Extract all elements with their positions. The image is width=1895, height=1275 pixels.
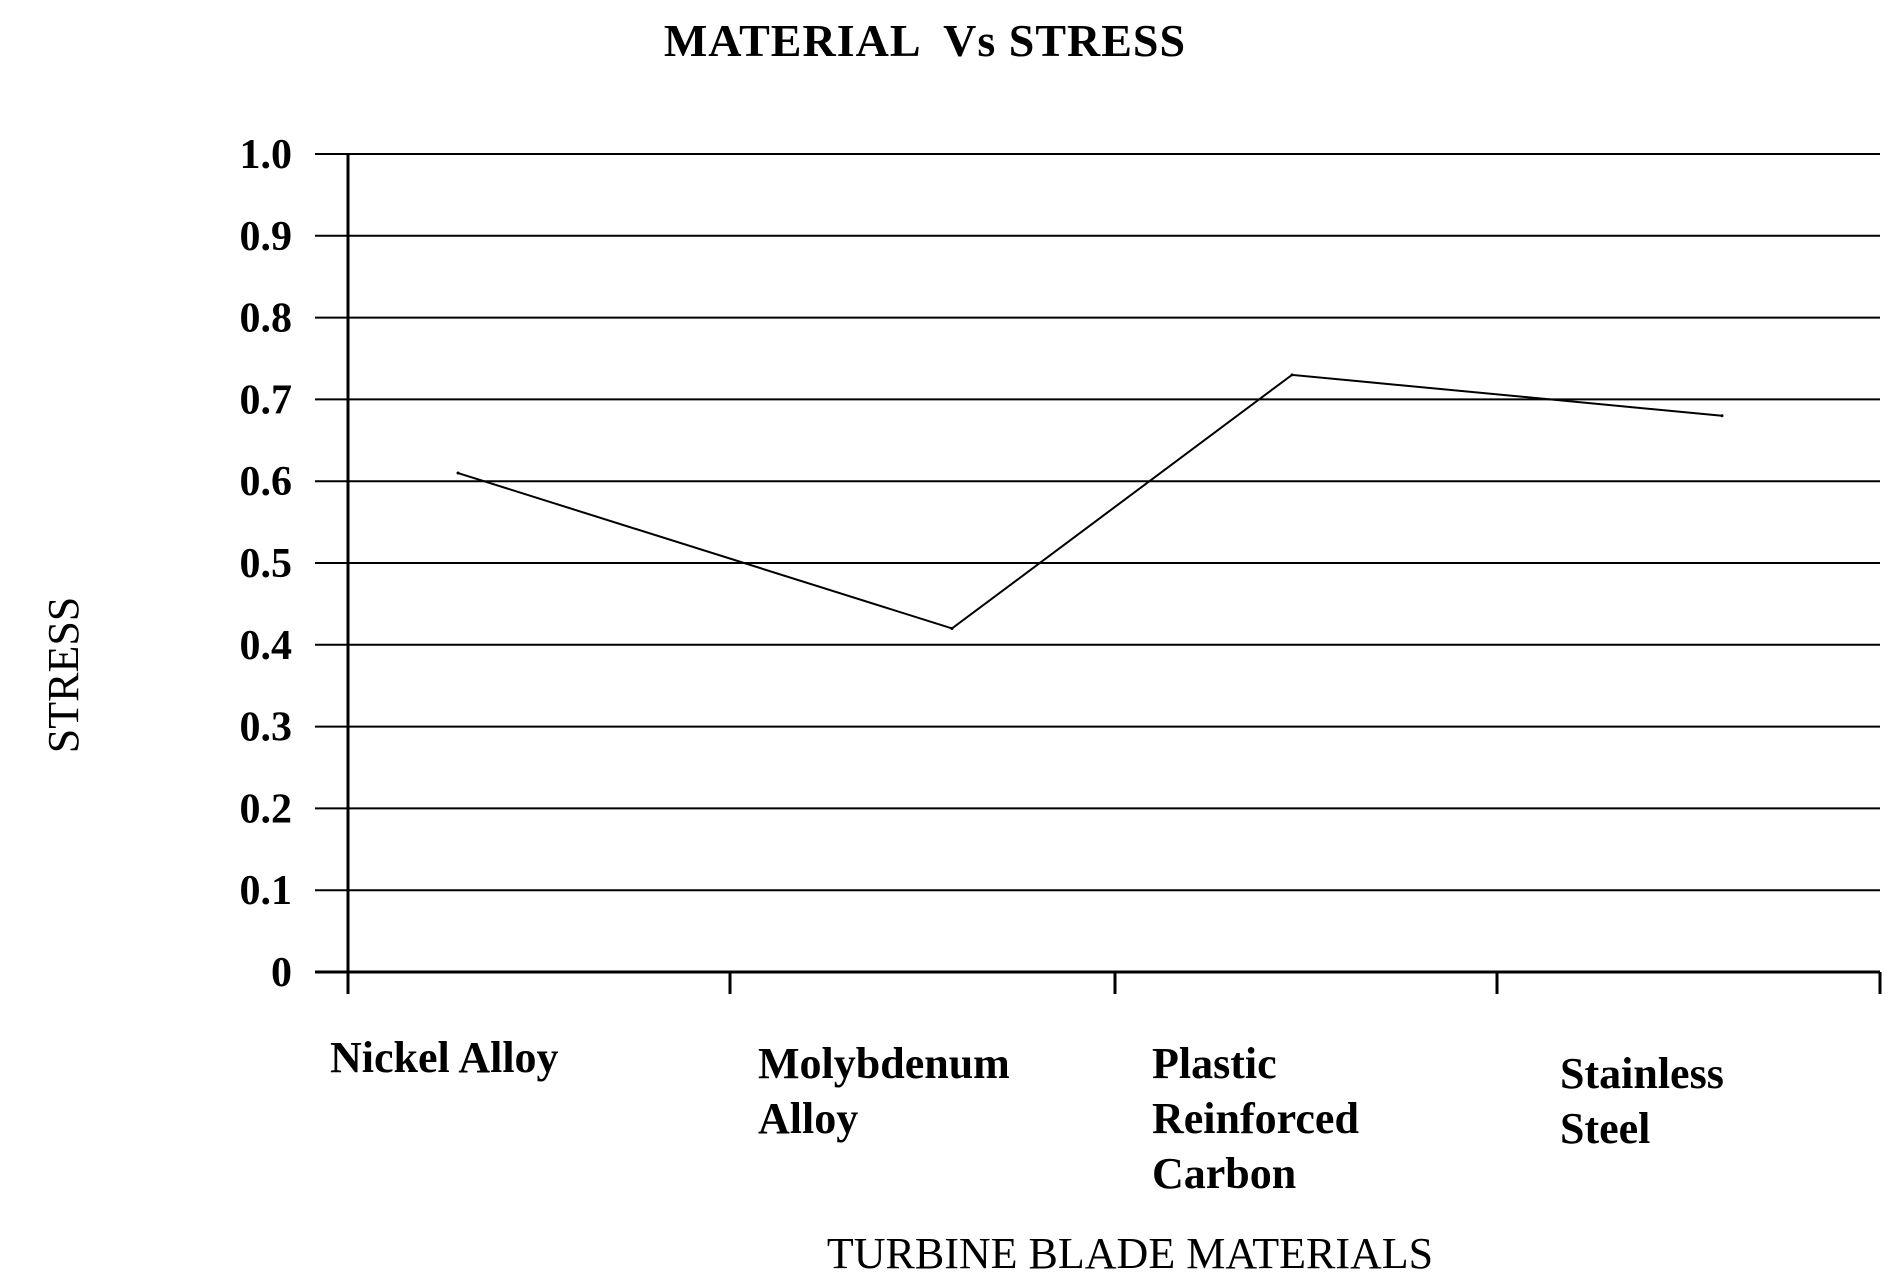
x-tick-label: Stainless Steel <box>1560 1049 1724 1153</box>
x-tick-label-line: Reinforced <box>1152 1094 1359 1143</box>
y-tick-labels: 0 0.1 0.2 0.3 0.4 0.5 0.6 0.7 0.8 0.9 1.0 <box>240 132 293 996</box>
x-tick-label-line: Steel <box>1560 1104 1650 1153</box>
x-tick-label-line: Molybdenum <box>758 1039 1010 1088</box>
x-tick-labels: Nickel Alloy Molybdenum Alloy Plastic Reinfo… <box>330 1033 1724 1198</box>
x-axis-title: TURBINE BLADE MATERIALS <box>827 1229 1433 1270</box>
x-tick-label: Plastic Reinforced Carbon <box>1152 1039 1359 1198</box>
y-tick-label: 0.8 <box>240 296 293 342</box>
series-line <box>457 373 1723 630</box>
x-tick-label-line: Nickel Alloy <box>330 1033 559 1082</box>
y-tick-label: 0 <box>271 950 292 996</box>
x-tick-label-line: Stainless <box>1560 1049 1724 1098</box>
y-tick-label: 0.9 <box>240 214 293 260</box>
y-tick-label: 0.6 <box>240 459 293 505</box>
y-tick-label: 0.5 <box>240 541 293 587</box>
y-tick-label: 0.2 <box>240 786 293 832</box>
x-tick-label: Nickel Alloy <box>330 1033 559 1082</box>
x-tick-label-line: Carbon <box>1152 1149 1296 1198</box>
series-layer <box>456 373 1724 630</box>
y-tick-label: 0.4 <box>240 623 293 669</box>
chart-title: MATERIAL Vs STRESS <box>664 15 1186 66</box>
x-tick-label-line: Alloy <box>758 1094 858 1143</box>
x-tick-label-line: Plastic <box>1152 1039 1277 1088</box>
data-point <box>1720 414 1724 418</box>
axes <box>315 154 1882 994</box>
y-tick-label: 0.3 <box>240 705 293 751</box>
y-tick-label: 1.0 <box>240 132 293 178</box>
data-point <box>456 471 460 475</box>
data-point <box>950 626 954 630</box>
y-axis-title: STRESS <box>39 597 88 754</box>
y-tick-label: 0.1 <box>240 868 293 914</box>
y-tick-label: 0.7 <box>240 377 293 423</box>
x-tick-label: Molybdenum Alloy <box>758 1039 1010 1143</box>
data-point <box>1290 373 1294 377</box>
gridlines <box>315 153 1880 892</box>
